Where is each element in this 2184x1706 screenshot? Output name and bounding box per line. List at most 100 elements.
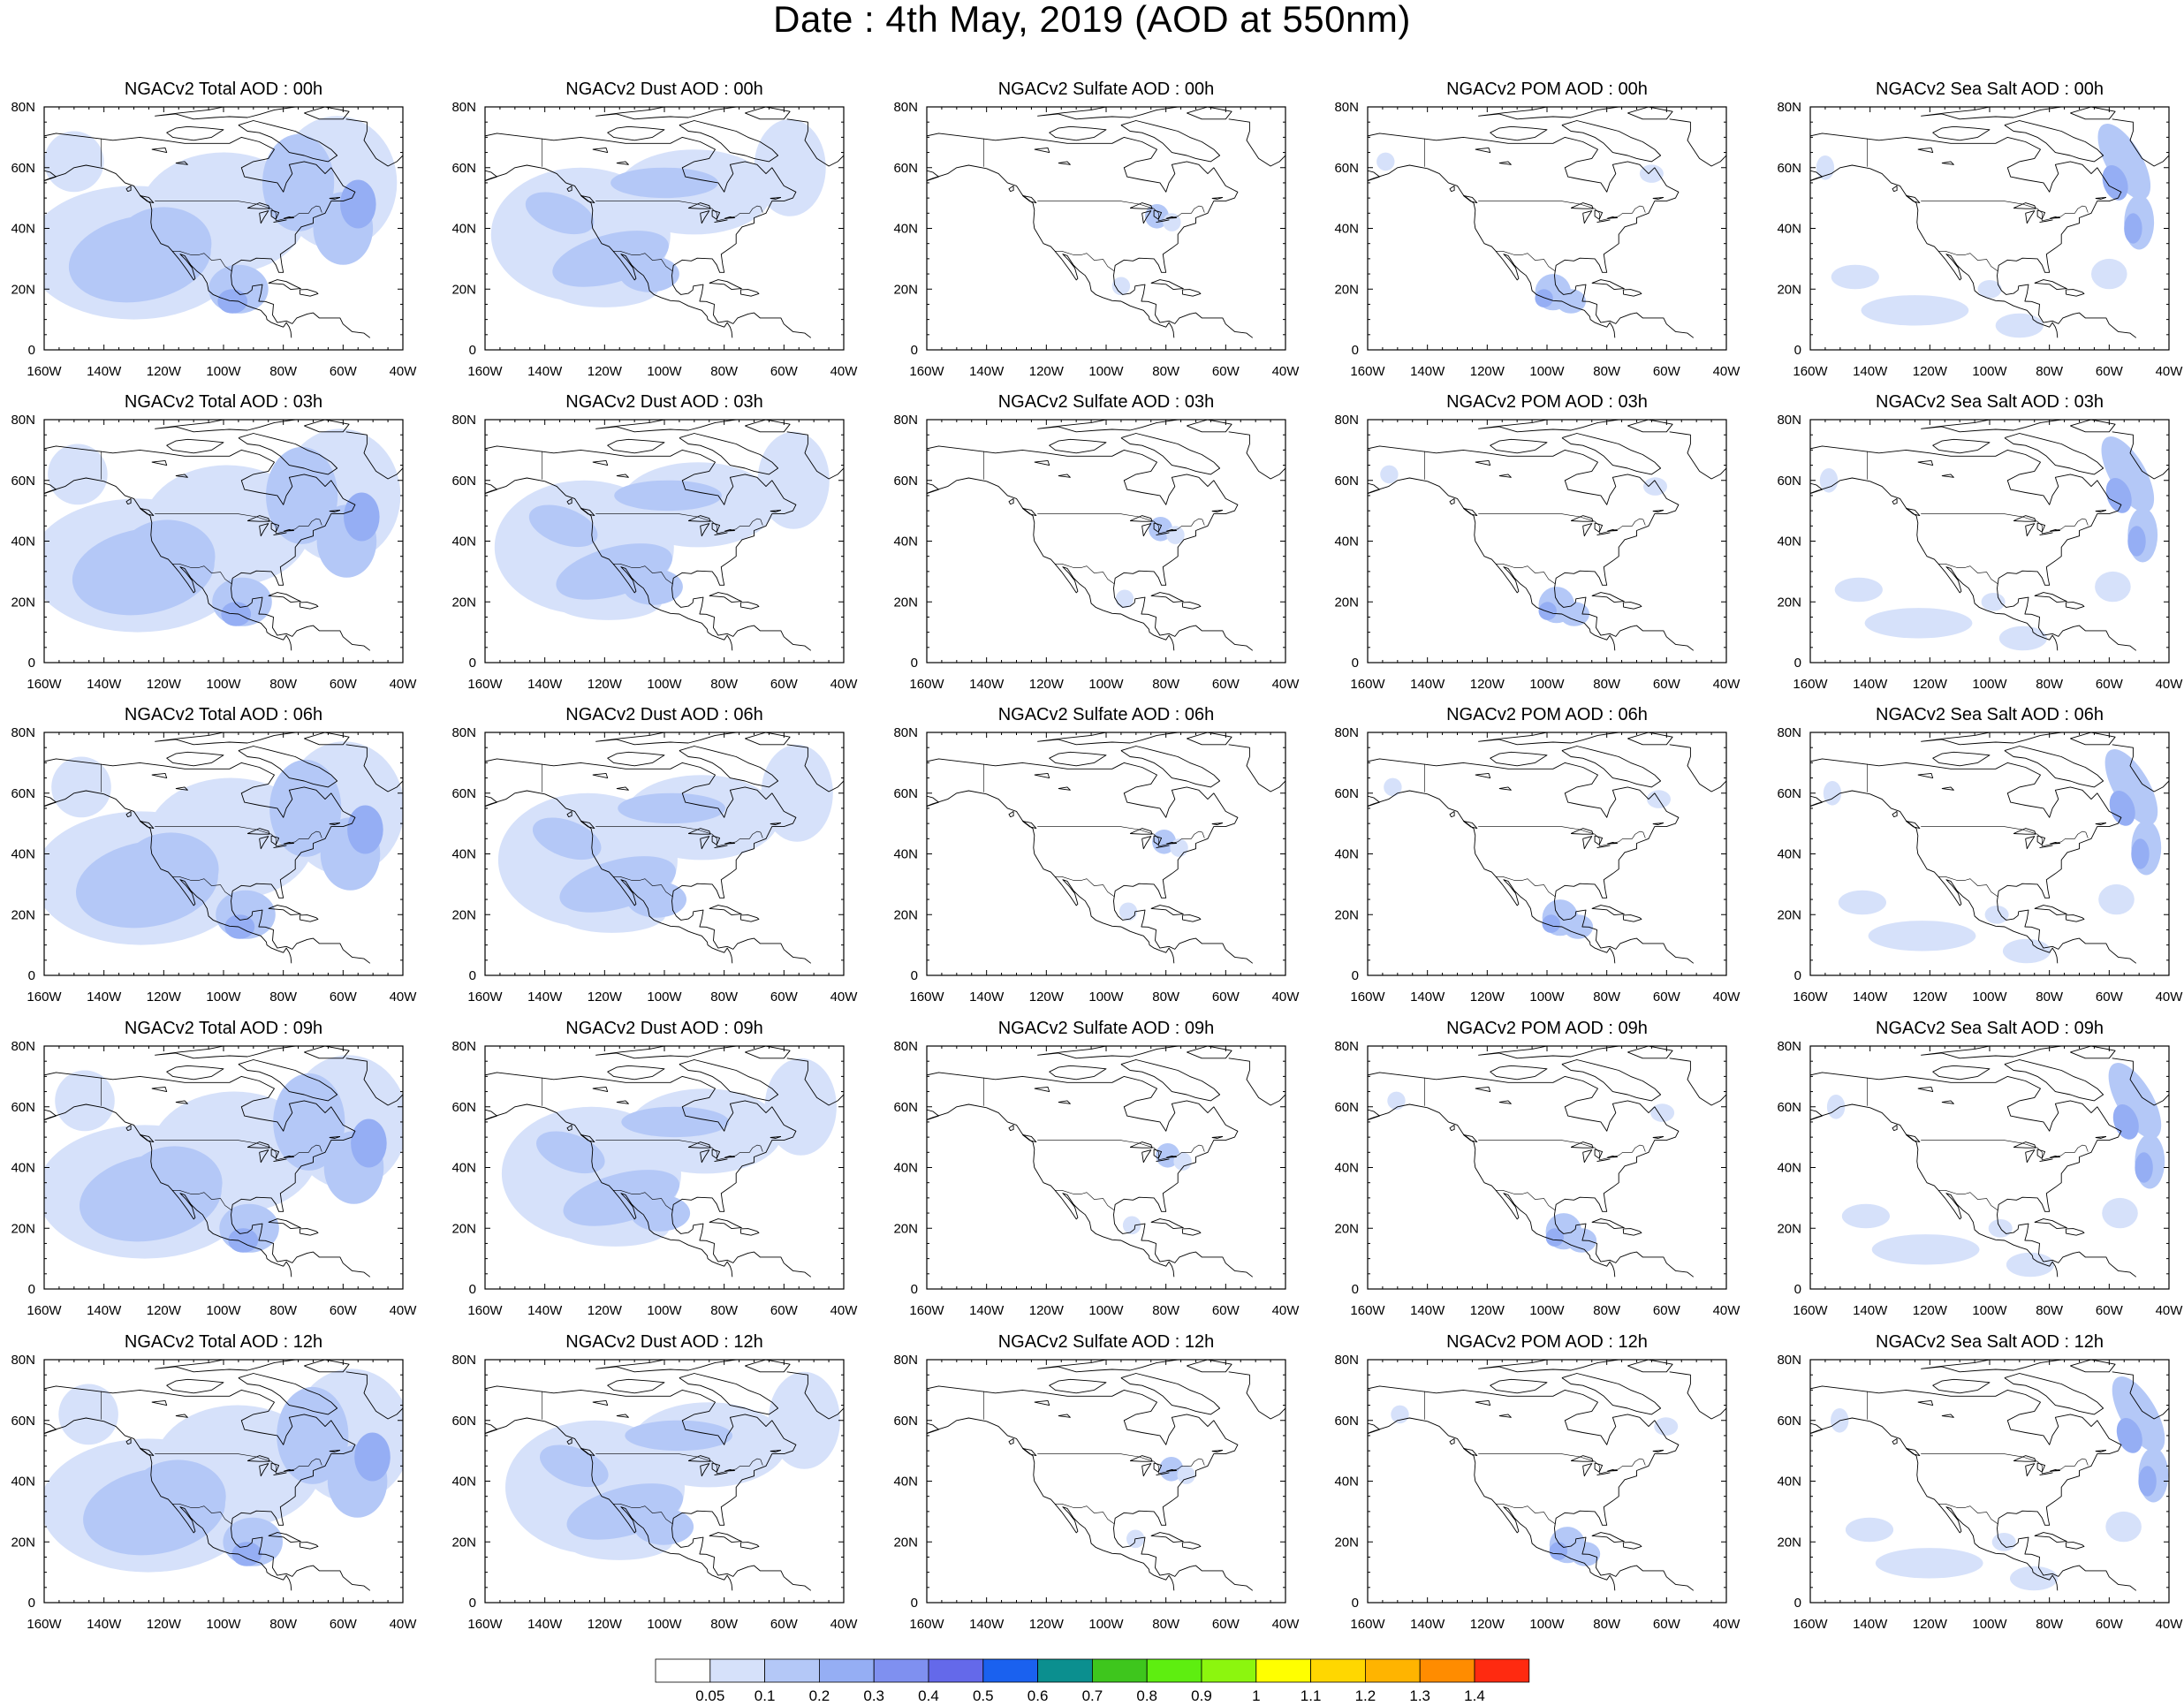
lon-tick-label: 100W [647, 1303, 682, 1318]
lake-outline [1917, 147, 1934, 154]
coastline [580, 507, 595, 517]
colorbar-label: 0.6 [1028, 1687, 1049, 1704]
coastline [1932, 125, 1991, 141]
coastlines [1368, 1046, 1726, 1278]
coastlines [927, 732, 1285, 964]
coastline [1228, 118, 1285, 167]
lake-outline [1156, 1472, 1170, 1476]
aod-field [44, 1055, 403, 1259]
coastline [927, 133, 1254, 338]
coastline [1810, 445, 2137, 651]
coastline [595, 107, 739, 120]
coastline [1449, 1125, 1455, 1132]
aod-shade [2091, 258, 2127, 290]
lat-tick-label: 0 [1352, 343, 1359, 358]
country-border [172, 251, 232, 272]
aod-shade [1834, 577, 1883, 603]
lon-tick-label: 100W [206, 364, 241, 379]
lake-outline [1582, 1463, 1593, 1477]
lake-outline [1058, 161, 1071, 165]
lon-tick-label: 80W [710, 677, 739, 692]
coastline [1622, 1228, 1642, 1236]
coastline [485, 1417, 733, 1591]
colorbar-box [1037, 1658, 1093, 1683]
aod-shade [1380, 465, 1399, 484]
lon-tick-label: 100W [647, 989, 682, 1005]
country-border [1055, 1504, 1115, 1525]
lake-outline [1917, 772, 1934, 779]
lat-tick-label: 80N [1777, 413, 1801, 428]
lon-tick-label: 120W [588, 677, 623, 692]
lon-tick-label: 120W [1913, 364, 1948, 379]
aod-shade [1841, 1203, 1890, 1229]
country-border [1478, 1140, 1646, 1161]
colorbar-box [982, 1658, 1038, 1683]
coastline [44, 1417, 292, 1591]
coastline [125, 186, 132, 193]
lon-tick-label: 80W [1152, 677, 1180, 692]
lake-outline [1594, 1149, 1604, 1159]
panel-title: NGACv2 Total AOD : 09h [124, 1019, 323, 1038]
coastline [1921, 107, 2064, 120]
lake-outline [1058, 1414, 1071, 1418]
lon-tick-label: 160W [1793, 677, 1828, 692]
lake-outline [1498, 161, 1512, 165]
coastline [786, 744, 844, 792]
map-plot: 160W 140W 120W 100W 80W 60W 40W 0 20N 40N 60N 80N [11, 1353, 417, 1632]
coastline [739, 1228, 760, 1236]
coastline [329, 822, 341, 825]
lake-outline [2039, 845, 2053, 849]
coastline [1449, 811, 1455, 818]
lat-tick-label: 20N [1334, 1221, 1359, 1236]
lake-outline [273, 219, 287, 224]
lake-outline [2036, 209, 2046, 220]
lon-tick-label: 60W [2096, 364, 2124, 379]
lake-outline [2013, 1455, 2036, 1462]
map-plot: 160W 140W 120W 100W 80W 60W 40W 0 20N 40N 60N 80N [451, 1039, 858, 1318]
lon-tick-label: 40W [830, 677, 859, 692]
coastline [1810, 164, 2059, 338]
lake-outline [151, 147, 168, 154]
country-border [155, 1140, 322, 1161]
coastline [1150, 592, 1184, 603]
lat-tick-label: 40N [893, 1161, 918, 1176]
lat-tick-label: 60N [11, 1414, 35, 1429]
axis-ticks [43, 1045, 404, 1290]
lon-tick-label: 160W [909, 364, 944, 379]
coastline [927, 477, 1175, 651]
coastline [44, 790, 292, 964]
lon-tick-label: 140W [87, 1303, 122, 1318]
lon-tick-label: 140W [1853, 364, 1888, 379]
country-border [1938, 1504, 1998, 1525]
lake-outline [1582, 1149, 1593, 1164]
axis-ticks [1367, 1045, 1727, 1290]
country-border [1037, 201, 1205, 222]
lon-tick-label: 140W [527, 364, 563, 379]
coastline [607, 125, 665, 141]
lake-outline [1129, 202, 1153, 209]
aod-shade [1819, 468, 1839, 493]
lon-tick-label: 40W [1272, 1303, 1301, 1318]
lon-tick-label: 160W [467, 989, 503, 1005]
aod-shade [1864, 608, 1973, 639]
coastline [1181, 1542, 1202, 1550]
coastline [2070, 107, 2116, 120]
lake-outline [175, 1414, 188, 1418]
coastline [1627, 1360, 1673, 1373]
coastline [1478, 420, 1621, 433]
lat-tick-label: 80N [451, 1353, 476, 1368]
country-border [1921, 201, 2089, 222]
lon-tick-label: 100W [206, 677, 241, 692]
lat-tick-label: 20N [11, 907, 35, 922]
aod-shade [610, 167, 718, 199]
lon-tick-label: 100W [647, 1617, 682, 1632]
lake-outline [687, 515, 711, 522]
axis-ticks [926, 732, 1286, 976]
coastline [1622, 289, 1642, 297]
lon-tick-label: 80W [1593, 1617, 1621, 1632]
coastline [166, 125, 224, 141]
coastline [770, 1135, 782, 1139]
lon-tick-label: 140W [1410, 989, 1445, 1005]
country-border [1037, 826, 1205, 847]
lat-tick-label: 0 [28, 1282, 35, 1297]
